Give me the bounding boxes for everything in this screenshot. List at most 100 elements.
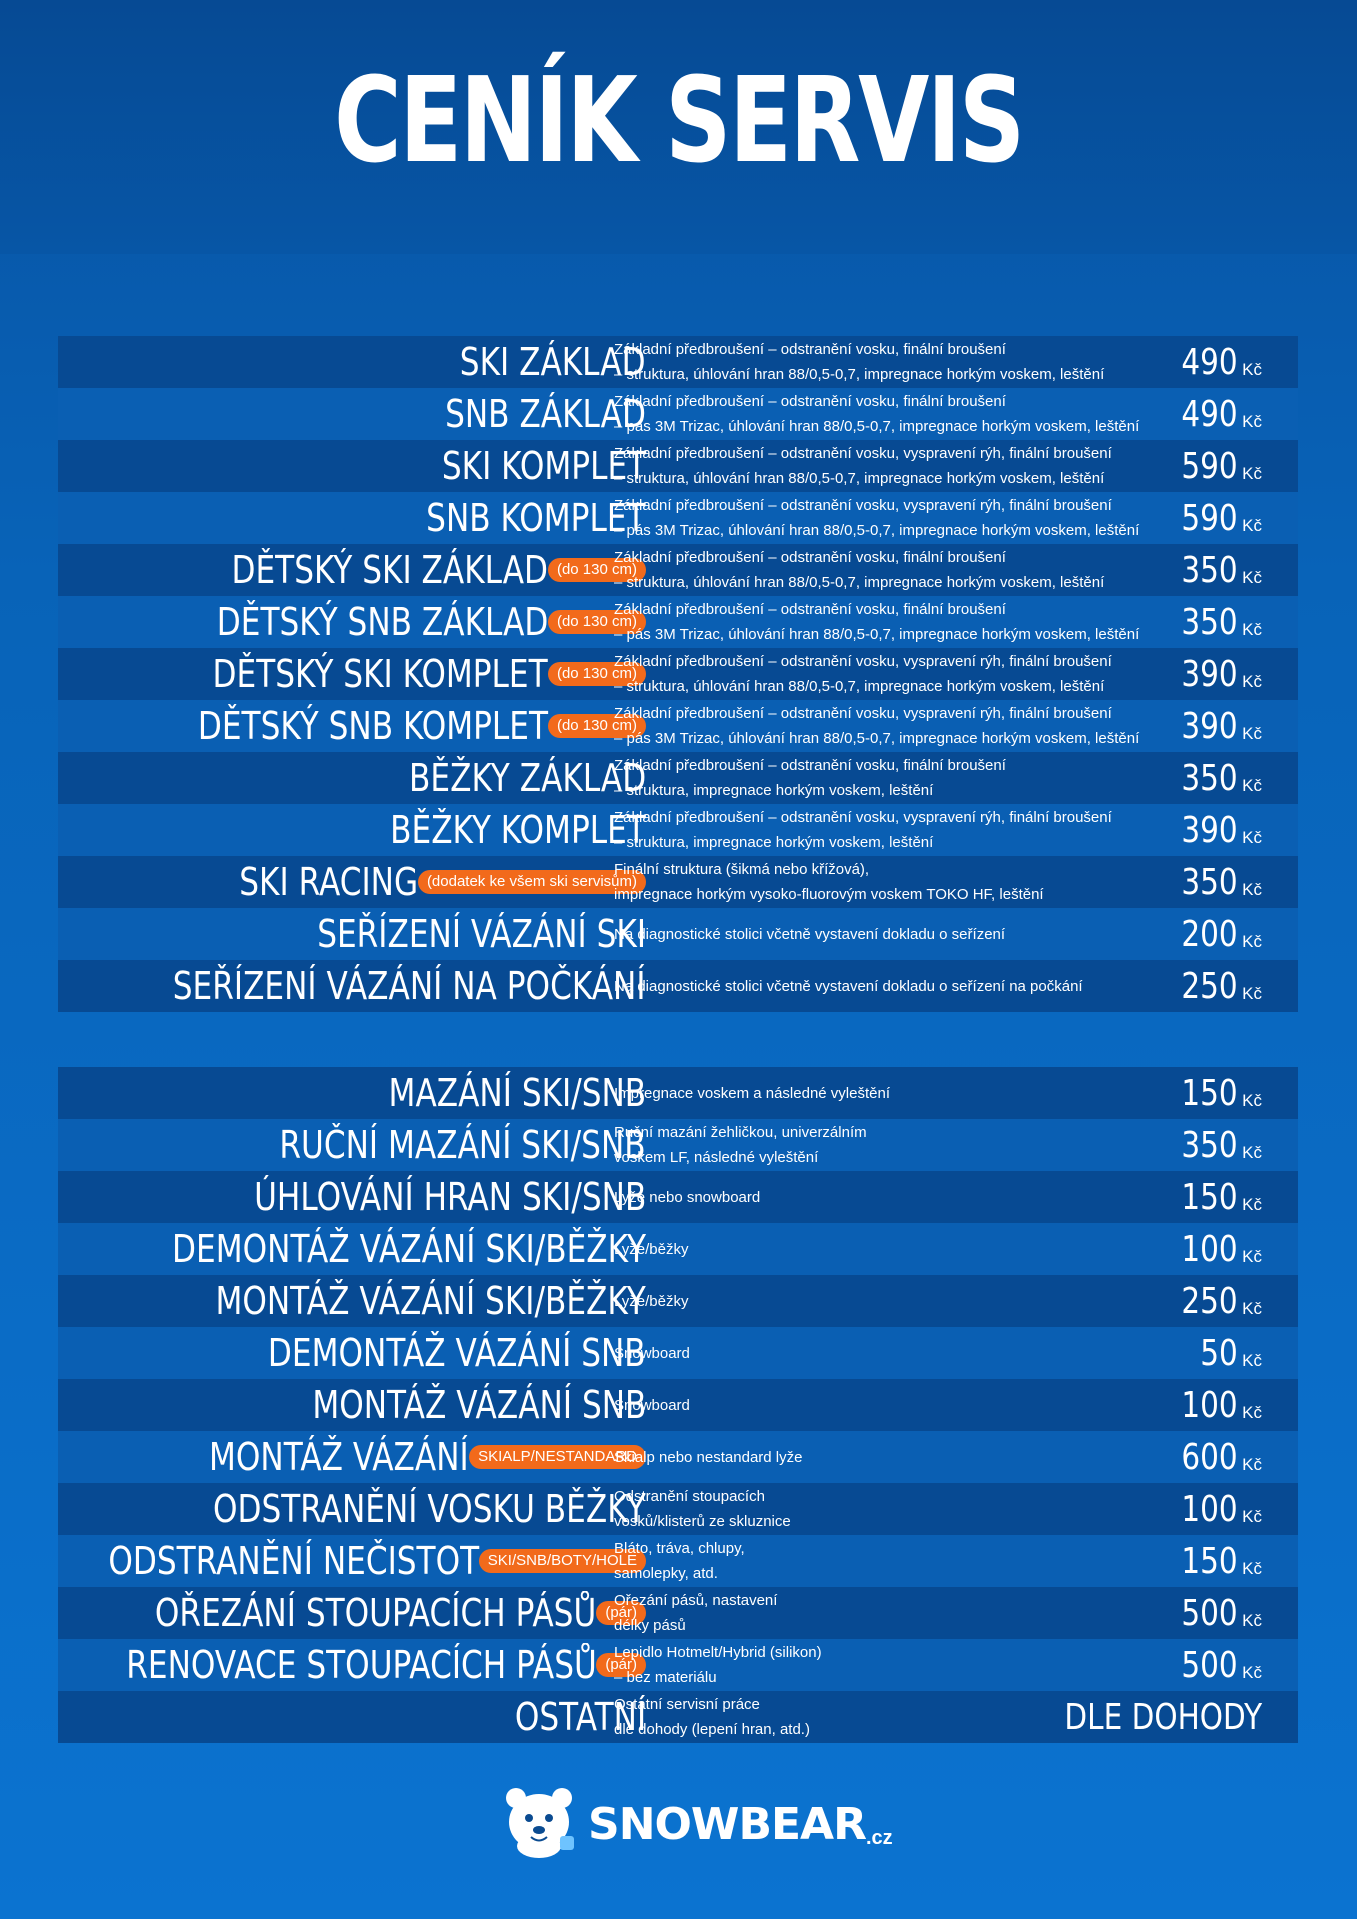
service-price: DLE DOHODY bbox=[1021, 1691, 1262, 1743]
description-line-1: Bláto, tráva, chlupy, bbox=[614, 1540, 745, 1557]
price-row: DEMONTÁŽ VÁZÁNÍ SKI/BĚŽKY Lyže/běžky 100 Kč bbox=[58, 1223, 1298, 1275]
description-line-1: Základní předbroušení – odstranění vosku… bbox=[614, 445, 1112, 462]
service-name: DĚTSKÝ SNB KOMPLET bbox=[197, 704, 548, 748]
price-row: SKI RACING (dodatek ke všem ski servisům)… bbox=[58, 856, 1298, 908]
service-description: Ruční mazání žehličkou, univerzálním vosk… bbox=[614, 1119, 1214, 1171]
service-name: MONTÁŽ VÁZÁNÍ SKI/BĚŽKY bbox=[215, 1279, 646, 1323]
price-row: DĚTSKÝ SKI KOMPLET (do 130 cm) Základní př… bbox=[58, 648, 1298, 700]
service-name-cell: OSTATNÍ bbox=[0, 1691, 646, 1743]
service-name-cell: SNB KOMPLET bbox=[0, 492, 646, 544]
currency-label: Kč bbox=[1242, 1195, 1262, 1214]
service-description: Základní předbroušení – odstranění vosku… bbox=[614, 388, 1214, 440]
description-line-1: Impregnace voskem a následné vyleštění bbox=[614, 1084, 890, 1102]
price-table-ski-snb: SKI ZÁKLAD Základní předbroušení – odstra… bbox=[58, 336, 1298, 1012]
description-line-1: Ruční mazání žehličkou, univerzálním bbox=[614, 1124, 867, 1141]
description-line-2: impregnace horkým vysoko-fluorovým voske… bbox=[614, 886, 1044, 903]
logo-wordmark: SNOWBEAR bbox=[588, 1798, 867, 1850]
service-name: MONTÁŽ VÁZÁNÍ bbox=[209, 1435, 470, 1479]
service-description: Skialp nebo nestandard lyže bbox=[614, 1431, 1214, 1483]
currency-label: Kč bbox=[1242, 412, 1262, 431]
description-line-1: Finální struktura (šikmá nebo křížová), bbox=[614, 861, 870, 878]
price-row: SKI ZÁKLAD Základní předbroušení – odstra… bbox=[58, 336, 1298, 388]
service-description: Odstranění stoupacích vosků/klisterů ze s… bbox=[614, 1483, 1214, 1535]
currency-label: Kč bbox=[1242, 1663, 1262, 1682]
service-description: Ořezání pásů, nastavení délky pásů bbox=[614, 1587, 1214, 1639]
service-name: OSTATNÍ bbox=[514, 1695, 646, 1739]
price-value: 250 bbox=[1181, 965, 1239, 1007]
price-row: SNB ZÁKLAD Základní předbroušení – odstra… bbox=[58, 388, 1298, 440]
description-line-2: – pás 3M Trizac, úhlování hran 88/0,5-0,… bbox=[614, 418, 1140, 435]
service-price: 100 Kč bbox=[1169, 1379, 1262, 1431]
currency-label: Kč bbox=[1242, 1351, 1262, 1370]
price-value: 600 bbox=[1181, 1436, 1239, 1478]
price-row: ÚHLOVÁNÍ HRAN SKI/SNB Lyže nebo snowboard… bbox=[58, 1171, 1298, 1223]
service-name: RENOVACE STOUPACÍCH PÁSŮ bbox=[125, 1643, 597, 1687]
description-line-2: voskem LF, následné vyleštění bbox=[614, 1149, 819, 1166]
description-line-1: Základní předbroušení – odstranění vosku… bbox=[614, 809, 1112, 826]
price-value: 50 bbox=[1200, 1332, 1239, 1374]
service-name-cell: DEMONTÁŽ VÁZÁNÍ SNB bbox=[0, 1327, 646, 1379]
service-description: Základní předbroušení – odstranění vosku… bbox=[614, 596, 1214, 648]
price-row: DĚTSKÝ SNB KOMPLET (do 130 cm) Základní př… bbox=[58, 700, 1298, 752]
service-name: DĚTSKÝ SKI KOMPLET bbox=[212, 652, 548, 696]
price-value: 590 bbox=[1181, 497, 1239, 539]
price-row: DĚTSKÝ SKI ZÁKLAD (do 130 cm) Základní pře… bbox=[58, 544, 1298, 596]
currency-label: Kč bbox=[1242, 1403, 1262, 1422]
description-line-2: samolepky, atd. bbox=[614, 1565, 718, 1582]
price-row: MONTÁŽ VÁZÁNÍ SKIALP/NESTANDARD Skialp neb… bbox=[58, 1431, 1298, 1483]
currency-label: Kč bbox=[1242, 672, 1262, 691]
description-line-1: Skialp nebo nestandard lyže bbox=[614, 1448, 803, 1466]
service-price: 600 Kč bbox=[1169, 1431, 1262, 1483]
service-description: Snowboard bbox=[614, 1379, 1214, 1431]
service-name: SEŘÍZENÍ VÁZÁNÍ NA POČKÁNÍ bbox=[173, 964, 646, 1008]
price-row: SNB KOMPLET Základní předbroušení – odstr… bbox=[58, 492, 1298, 544]
service-description: Lyže/běžky bbox=[614, 1275, 1214, 1327]
description-line-2: – struktura, impregnace horkým voskem, l… bbox=[614, 782, 934, 799]
service-description: Snowboard bbox=[614, 1327, 1214, 1379]
currency-label: Kč bbox=[1242, 360, 1262, 379]
description-line-2: – struktura, úhlování hran 88/0,5-0,7, i… bbox=[614, 366, 1105, 383]
service-name: DĚTSKÝ SNB ZÁKLAD bbox=[216, 600, 548, 644]
service-name: SNB ZÁKLAD bbox=[445, 392, 646, 436]
service-name-cell: SEŘÍZENÍ VÁZÁNÍ SKI bbox=[0, 908, 646, 960]
description-line-2: – struktura, impregnace horkým voskem, l… bbox=[614, 834, 934, 851]
service-name-cell: BĚŽKY ZÁKLAD bbox=[0, 752, 646, 804]
price-value: DLE DOHODY bbox=[1064, 1696, 1262, 1738]
service-name: SEŘÍZENÍ VÁZÁNÍ SKI bbox=[317, 912, 646, 956]
currency-label: Kč bbox=[1242, 516, 1262, 535]
description-line-1: Na diagnostické stolici včetně vystavení… bbox=[614, 925, 1006, 943]
service-name-cell: ODSTRANĚNÍ NEČISTOT SKI/SNB/BOTY/HOLE bbox=[0, 1535, 646, 1587]
description-line-1: Snowboard bbox=[614, 1396, 690, 1414]
service-name: BĚŽKY ZÁKLAD bbox=[408, 756, 646, 800]
brand-logo[interactable]: SNOWBEAR .cz bbox=[500, 1784, 893, 1864]
service-name: RUČNÍ MAZÁNÍ SKI/SNB bbox=[279, 1123, 646, 1167]
price-row: MAZÁNÍ SKI/SNB Impregnace voskem a násled… bbox=[58, 1067, 1298, 1119]
price-value: 500 bbox=[1181, 1644, 1239, 1686]
service-name-cell: ÚHLOVÁNÍ HRAN SKI/SNB bbox=[0, 1171, 646, 1223]
price-value: 350 bbox=[1181, 549, 1239, 591]
header-band bbox=[0, 0, 1357, 254]
service-price: 350 Kč bbox=[1169, 1119, 1262, 1171]
service-description: Ostatní servisní práce dle dohody (lepení… bbox=[614, 1691, 1214, 1743]
price-value: 100 bbox=[1181, 1488, 1239, 1530]
description-line-1: Základní předbroušení – odstranění vosku… bbox=[614, 393, 1006, 410]
description-line-1: Ostatní servisní práce bbox=[614, 1696, 760, 1713]
price-value: 250 bbox=[1181, 1280, 1239, 1322]
description-line-2: – bez materiálu bbox=[614, 1669, 717, 1686]
price-value: 350 bbox=[1181, 1124, 1239, 1166]
service-price: 350 Kč bbox=[1169, 596, 1262, 648]
service-price: 590 Kč bbox=[1169, 492, 1262, 544]
service-price: 100 Kč bbox=[1169, 1223, 1262, 1275]
service-name-cell: RENOVACE STOUPACÍCH PÁSŮ (pár) bbox=[0, 1639, 646, 1691]
price-row: BĚŽKY ZÁKLAD Základní předbroušení – odst… bbox=[58, 752, 1298, 804]
description-line-2: vosků/klisterů ze skluznice bbox=[614, 1513, 791, 1530]
currency-label: Kč bbox=[1242, 464, 1262, 483]
service-name: MONTÁŽ VÁZÁNÍ SNB bbox=[311, 1383, 646, 1427]
service-description: Lepidlo Hotmelt/Hybrid (silikon) – bez ma… bbox=[614, 1639, 1214, 1691]
service-name-cell: OŘEZÁNÍ STOUPACÍCH PÁSŮ (pár) bbox=[0, 1587, 646, 1639]
price-value: 390 bbox=[1181, 705, 1239, 747]
service-name: ODSTRANĚNÍ VOSKU BĚŽKY bbox=[213, 1487, 646, 1531]
description-line-1: Základní předbroušení – odstranění vosku… bbox=[614, 549, 1006, 566]
description-line-2: – pás 3M Trizac, úhlování hran 88/0,5-0,… bbox=[614, 626, 1140, 643]
description-line-1: Základní předbroušení – odstranění vosku… bbox=[614, 705, 1112, 722]
